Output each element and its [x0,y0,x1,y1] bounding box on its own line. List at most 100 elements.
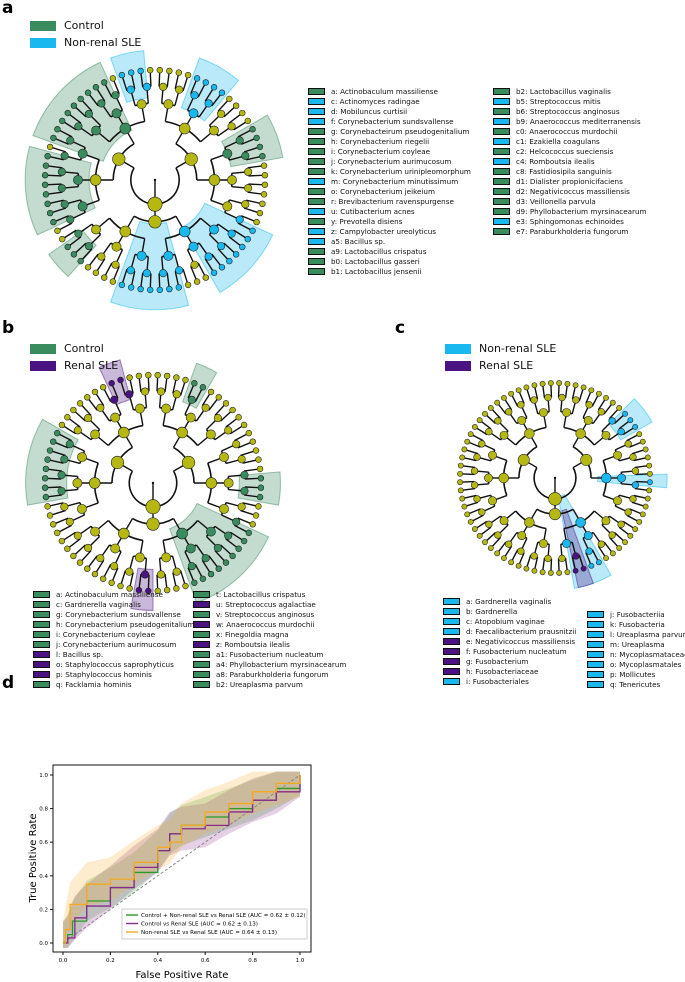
y-tick-label: 0.8 [39,807,48,813]
clade-highlight-sector [181,362,218,409]
tree-node [156,387,166,396]
tree-node [60,200,69,209]
x-tick-label: 0.0 [59,958,68,964]
tree-node [175,284,183,291]
x-tick-label: 0.8 [248,958,257,964]
tree-node [223,478,234,488]
taxon-color-box [493,217,510,225]
tree-node [184,152,198,166]
tree-node [585,401,593,409]
tree-node [608,417,616,425]
taxon-legend-item: f: Fusobacterium nucleatum [443,646,576,656]
taxon-legend-item: d: Mobiluncus curtisii [308,106,471,116]
tree-node [117,376,124,384]
taxon-color-box [193,620,210,628]
tree-node [187,562,196,571]
taxon-color-box [33,630,50,638]
tree-node [255,456,262,463]
tree-node [126,85,135,94]
tree-node [57,184,66,193]
group-legend-item: Non-renal SLE [30,34,141,51]
taxon-color-box [308,217,325,225]
x-axis-label: False Positive Rate [136,970,229,981]
taxon-legend-item: c0: Anaerococcus murdochii [493,126,647,136]
tree-node [76,400,84,407]
tree-node [96,554,105,563]
tree-node [556,380,563,387]
tree-node [608,531,616,539]
taxon-color-box [193,680,210,688]
taxon-legend-label: e: Negativicoccus massiliensis [466,636,576,646]
group-legend-label: Control [64,19,104,32]
tree-node [172,567,181,576]
tree-node [629,495,637,503]
taxon-legend-item: c: Actinomyces radingae [308,96,471,106]
tree-node [558,393,566,402]
tree-node [201,403,210,412]
taxon-color-box [308,187,325,195]
tree-node [260,191,268,198]
tree-node [44,200,51,208]
tree-node [127,69,135,76]
taxon-legend-label: j: Corynebacterium aurimucosum [56,639,177,649]
tree-node [544,393,552,402]
tree-node [478,440,486,448]
tree-node [470,481,479,489]
tree-node [613,496,622,506]
taxon-legend-item: c2: Helcococcus sueciensis [493,146,647,156]
tree-node [558,554,566,563]
tree-node [178,122,191,135]
taxon-color-box [193,630,210,638]
tree-node [118,527,130,540]
tree-node [42,162,50,169]
tree-node [111,91,120,100]
tree-node [617,473,626,483]
tree-node [205,477,218,489]
taxon-legend-item: i: Corynebacterium coyleae [33,629,194,639]
tree-node [126,585,133,592]
panel-b-group-legend: Control Renal SLE [30,340,118,374]
panel-a-taxa-legend-col2: b2: Lactobacillus vaginalis b5: Streptoco… [493,86,647,236]
tree-node [517,453,530,466]
tree-node [99,575,107,582]
taxon-legend-item: b9: Anaerococcus mediterranensis [493,116,647,126]
tree-node [50,134,57,142]
tree-node [166,67,173,75]
taxon-legend-label: l: Ureaplasma parvum [610,629,685,639]
taxon-legend-label: a8: Paraburkholderia fungorum [216,669,329,679]
taxon-legend-label: k: Fusobacteria [610,619,665,629]
taxon-legend-item: b5: Streptococcus mitis [493,96,647,106]
taxon-color-box [308,207,325,215]
taxon-legend-item: n: Mycoplasmataceae [587,649,685,659]
tree-node [44,503,51,510]
tree-node [616,545,623,551]
tree-node [42,493,50,501]
tree-node [88,477,101,489]
taxon-color-box [308,167,325,175]
tree-node [609,550,616,557]
tree-node [97,99,106,108]
tree-node [119,122,132,135]
taxon-legend-item: b6: Streptococcus anginosus [493,106,647,116]
taxon-color-box [308,107,325,115]
tree-node [244,117,251,125]
tree-node [134,552,145,563]
tree-node [487,405,494,411]
group-color-swatch [30,20,56,31]
tree-node [467,431,474,438]
taxon-legend-label: a1: Fusobacterium nucleatum [216,649,324,659]
group-legend-item: Renal SLE [445,357,556,374]
tree-node [70,102,78,109]
tree-node [219,452,229,463]
taxon-legend-label: c8: Fastidiosipila sanguinis [516,166,612,176]
taxon-color-box [308,157,325,165]
tree-node [50,218,57,226]
tree-node [137,285,144,293]
panel-c-group-legend: Non-renal SLE Renal SLE [445,340,556,374]
tree-node [208,174,221,186]
taxon-legend-item: a: Gardnerella vaginalis [443,596,576,606]
tree-node [57,486,66,496]
taxon-legend-label: o: Staphylococcus saprophyticus [56,659,174,669]
tree-node [572,396,580,404]
y-tick-label: 0.6 [39,840,48,846]
